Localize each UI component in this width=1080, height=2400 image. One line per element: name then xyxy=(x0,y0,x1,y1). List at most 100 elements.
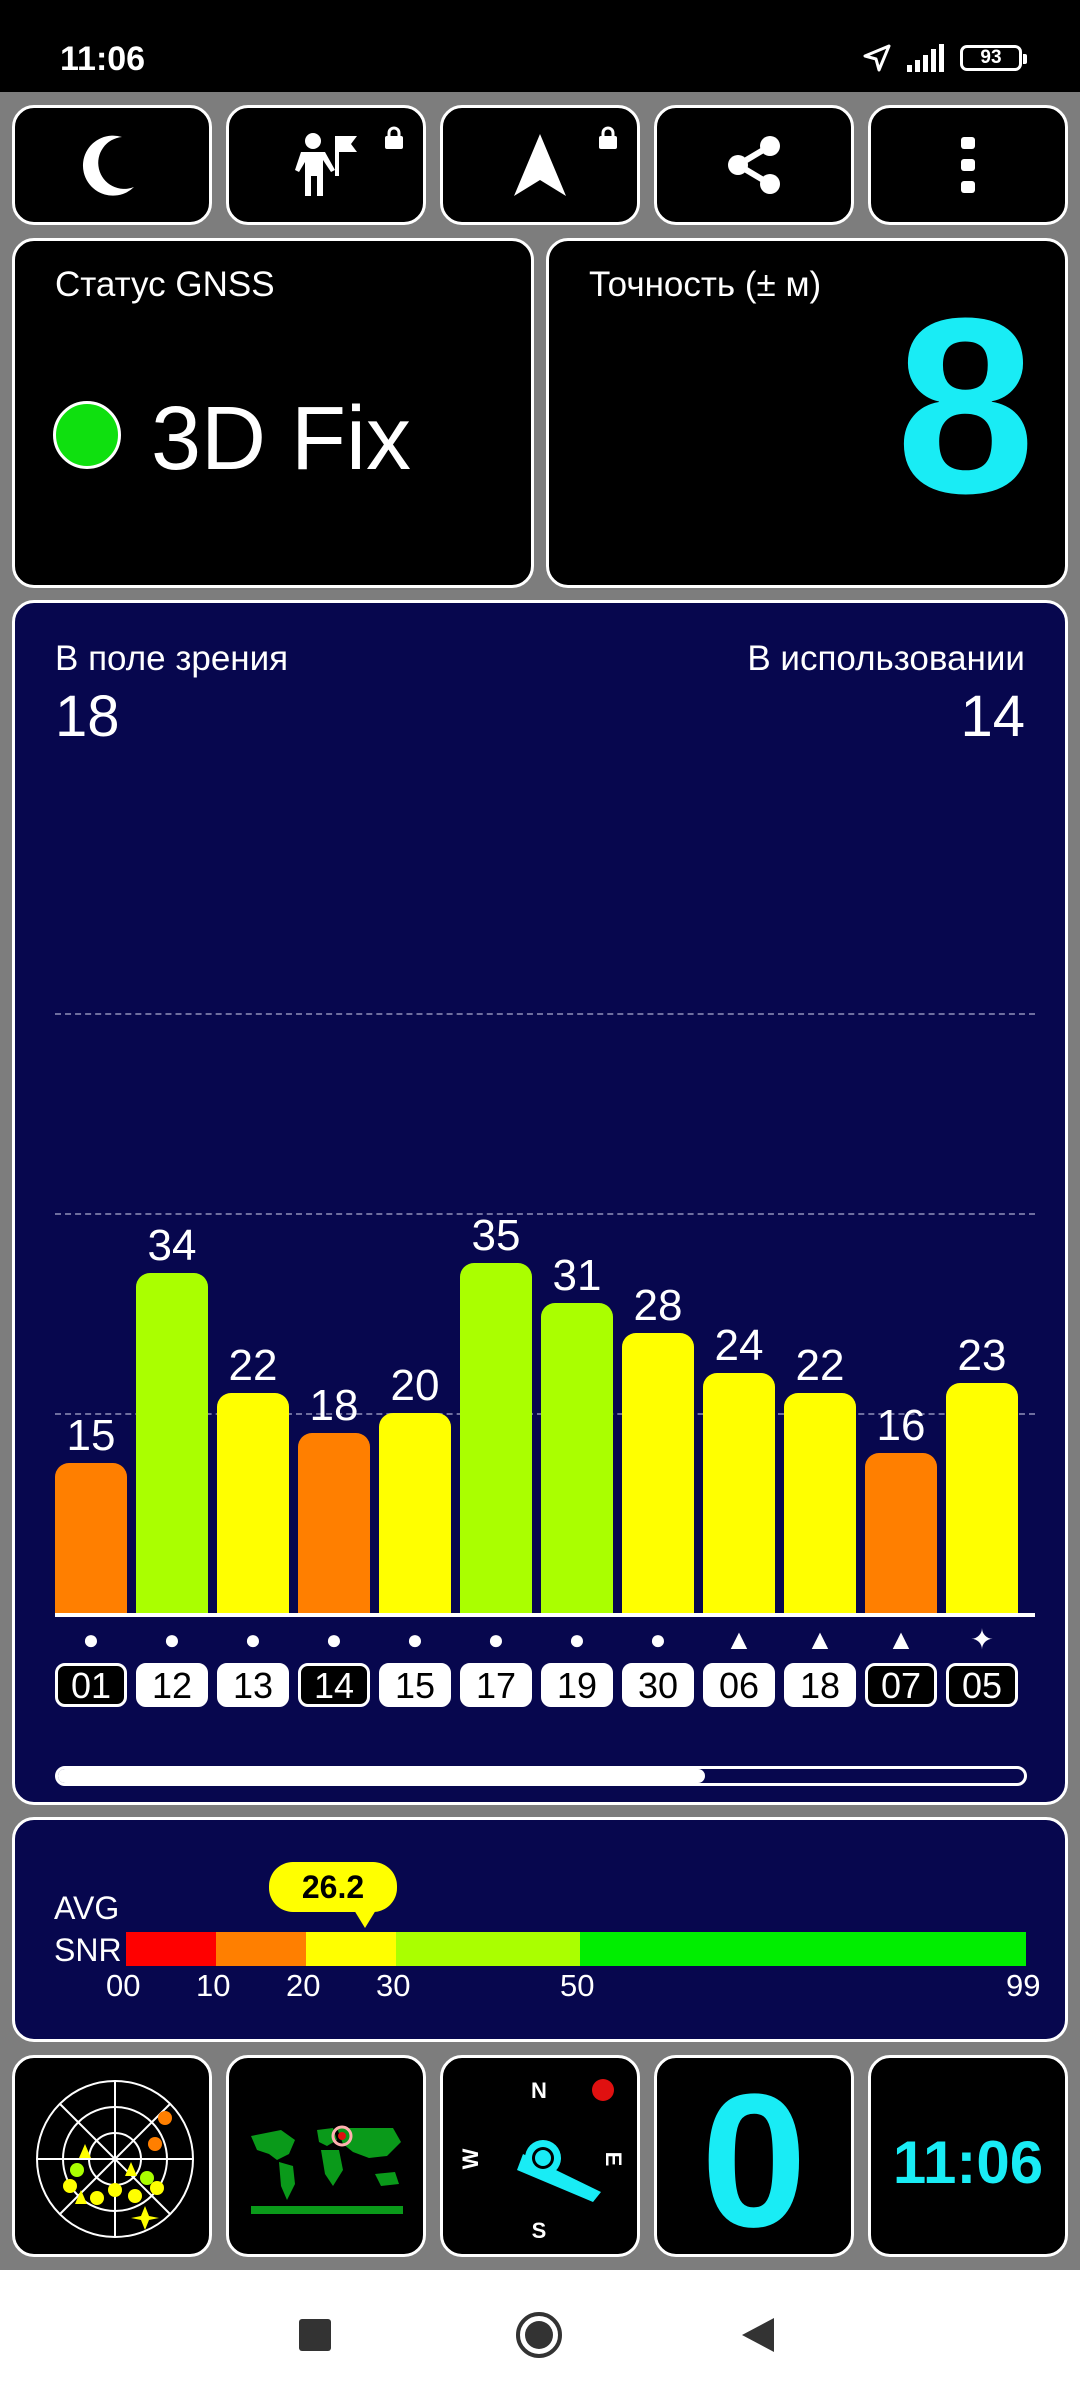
signal-bar-value: 22 xyxy=(795,1341,845,1390)
sky-plot-icon xyxy=(36,2080,194,2238)
constellation-symbol: ▲ xyxy=(806,1624,834,1655)
compass-icon: N S E W xyxy=(458,2078,626,2243)
satellite-id-label: 13 xyxy=(217,1663,289,1707)
accuracy-card[interactable]: Точность (± м) 8 xyxy=(546,238,1068,588)
in-use-label: В использовании xyxy=(747,639,1025,678)
signal-bar-value: 35 xyxy=(471,1211,521,1260)
compass-e: E xyxy=(601,2152,626,2167)
signal-bar-value: 18 xyxy=(309,1381,359,1430)
snr-label-avg: AVG xyxy=(54,1890,120,1926)
signal-bar-value: 15 xyxy=(66,1411,116,1460)
person-flag-icon xyxy=(295,133,357,196)
signal-bar-value: 16 xyxy=(876,1401,926,1450)
navigation-arrow-icon xyxy=(514,134,566,196)
satellite-id-label: 07 xyxy=(865,1663,937,1707)
snr-tick-label: 99 xyxy=(1006,1968,1041,2003)
satellite-id-label: 06 xyxy=(703,1663,775,1707)
chart-baseline xyxy=(55,1613,1035,1617)
constellation-symbol: ▲ xyxy=(887,1624,915,1655)
gnss-fix-value: 3D Fix xyxy=(151,389,412,489)
more-vert-icon xyxy=(961,137,975,193)
constellation-symbol: ● xyxy=(325,1624,343,1655)
signal-bar[interactable] xyxy=(622,1333,694,1613)
snr-tick-label: 20 xyxy=(286,1968,321,2003)
moon-icon xyxy=(82,135,134,196)
chart-scrollbar-thumb[interactable] xyxy=(58,1769,706,1783)
in-use-count: 14 xyxy=(960,684,1025,749)
chart-scrollbar[interactable] xyxy=(55,1766,1027,1786)
snr-label-snr: SNR xyxy=(54,1932,122,1968)
accuracy-label: Точность (± м) xyxy=(589,265,822,304)
avg-snr-value: 26.2 xyxy=(269,1862,397,1912)
satellite-id-label: 01 xyxy=(55,1663,127,1707)
avg-snr-card[interactable] xyxy=(12,1817,1068,2042)
snr-tick-label: 30 xyxy=(376,1968,411,2003)
compass-tile[interactable]: N S E W xyxy=(440,2055,640,2257)
constellation-symbol: ● xyxy=(568,1624,586,1655)
satellite-id-label: 19 xyxy=(541,1663,613,1707)
world-map-tile[interactable] xyxy=(226,2055,426,2257)
in-view-count: 18 xyxy=(55,684,120,749)
satellite-signal-chart[interactable]: В поле зрения 18 В использовании 14 15 ● 0… xyxy=(12,600,1068,1805)
battery-level: 93 xyxy=(980,47,1002,68)
signal-bar-value: 28 xyxy=(633,1281,683,1330)
accuracy-value: 8 xyxy=(895,266,1035,545)
signal-bar[interactable] xyxy=(703,1373,775,1613)
night-mode-button[interactable] xyxy=(12,105,212,225)
status-time: 11:06 xyxy=(60,40,146,78)
lock-icon xyxy=(599,126,617,149)
recents-button[interactable] xyxy=(298,2318,332,2352)
snr-scale-segment xyxy=(306,1932,396,1966)
signal-bar-value: 34 xyxy=(147,1221,197,1270)
snr-tick-label: 10 xyxy=(196,1968,231,2003)
signal-bar[interactable] xyxy=(946,1383,1018,1613)
satellite-id-label: 18 xyxy=(784,1663,856,1707)
person-flag-button[interactable] xyxy=(226,105,426,225)
gnss-status-label: Статус GNSS xyxy=(55,265,275,304)
gnss-status-card[interactable]: Статус GNSS 3D Fix xyxy=(12,238,534,588)
status-icons: 93 xyxy=(862,38,1027,78)
status-bar: 11:06 93 xyxy=(0,0,1080,92)
satellite-id-label: 12 xyxy=(136,1663,208,1707)
clock-tile[interactable]: 11:06 xyxy=(868,2055,1068,2257)
compass-n: N xyxy=(531,2078,547,2103)
signal-bar-value: 22 xyxy=(228,1341,278,1390)
signal-icon xyxy=(907,44,944,72)
sky-view-tile[interactable] xyxy=(12,2055,212,2257)
constellation-symbol: ▲ xyxy=(725,1624,753,1655)
home-button[interactable] xyxy=(514,2310,564,2360)
navigation-button[interactable] xyxy=(440,105,640,225)
share-button[interactable] xyxy=(654,105,854,225)
system-navigation-bar xyxy=(0,2270,1080,2400)
satellite-id-label: 05 xyxy=(946,1663,1018,1707)
signal-bar[interactable] xyxy=(379,1413,451,1613)
share-icon xyxy=(728,136,780,194)
signal-bar-value: 23 xyxy=(957,1331,1007,1380)
snr-scale-segment xyxy=(580,1932,1026,1966)
gridline xyxy=(55,1013,1035,1015)
satellite-id-label: 15 xyxy=(379,1663,451,1707)
signal-bar[interactable] xyxy=(460,1263,532,1613)
in-view-label: В поле зрения xyxy=(55,639,289,678)
counter-value: 0 xyxy=(701,2055,807,2257)
back-button[interactable] xyxy=(740,2316,776,2354)
satellite-id-label: 17 xyxy=(460,1663,532,1707)
constellation-symbol: ● xyxy=(406,1624,424,1655)
signal-bar[interactable] xyxy=(541,1303,613,1613)
clock-value: 11:06 xyxy=(892,2129,1044,2196)
more-menu-button[interactable] xyxy=(868,105,1068,225)
signal-bar-value: 20 xyxy=(390,1361,440,1410)
signal-bar[interactable] xyxy=(865,1453,937,1613)
signal-bar[interactable] xyxy=(217,1393,289,1613)
counter-tile[interactable]: 0 xyxy=(654,2055,854,2257)
constellation-symbol: ● xyxy=(163,1624,181,1655)
location-arrow-icon xyxy=(863,44,891,72)
signal-bar[interactable] xyxy=(55,1463,127,1613)
constellation-symbol: ✦ xyxy=(970,1624,994,1655)
snr-tick-label: 50 xyxy=(560,1968,595,2003)
signal-bar[interactable] xyxy=(298,1433,370,1613)
signal-bar-value: 24 xyxy=(714,1321,764,1370)
signal-bar[interactable] xyxy=(136,1273,208,1613)
signal-bar[interactable] xyxy=(784,1393,856,1613)
compass-w: W xyxy=(458,2148,483,2169)
